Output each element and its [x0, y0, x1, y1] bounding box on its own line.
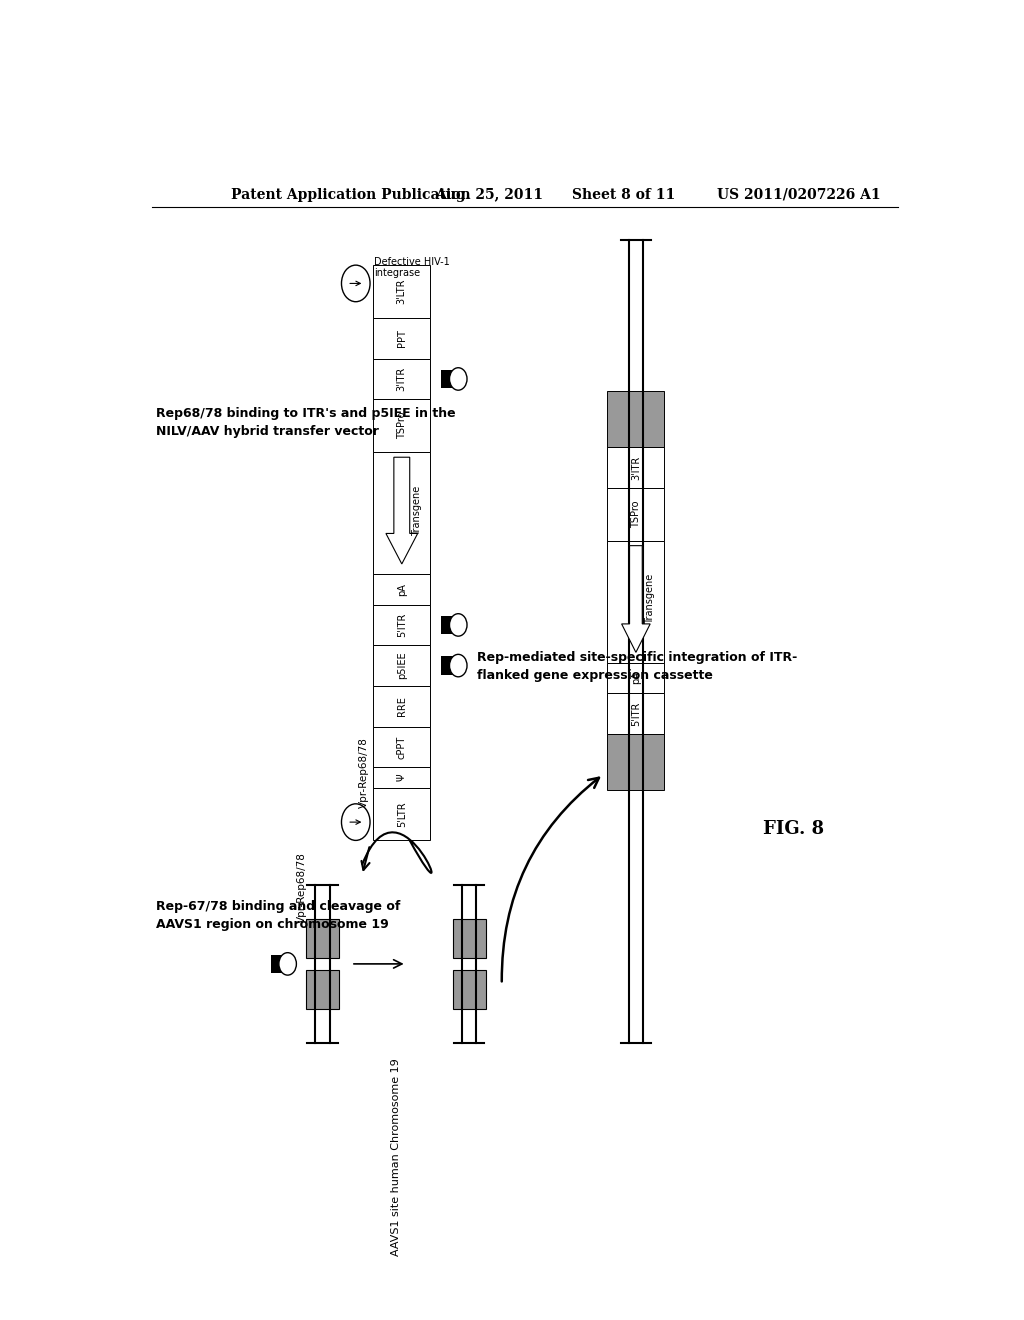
Text: 5'LTR: 5'LTR	[396, 801, 407, 826]
Bar	[373, 767, 430, 788]
Bar	[373, 574, 430, 605]
Text: pA: pA	[631, 672, 641, 684]
Text: Vpr-Rep68/78: Vpr-Rep68/78	[297, 853, 307, 923]
Bar	[373, 686, 430, 726]
Bar	[607, 391, 665, 447]
Bar	[441, 656, 453, 675]
Bar	[373, 399, 430, 453]
Text: TSPro: TSPro	[631, 500, 641, 528]
Text: Aug. 25, 2011: Aug. 25, 2011	[435, 187, 543, 202]
Text: Rep-67/78 binding and cleavage of
AAVS1 region on chromosome 19: Rep-67/78 binding and cleavage of AAVS1 …	[156, 900, 400, 931]
Text: Transgene: Transgene	[645, 574, 654, 624]
Text: AAVS1 site human Chromosome 19: AAVS1 site human Chromosome 19	[391, 1057, 400, 1255]
Bar	[373, 359, 430, 399]
Text: Vpr-Rep68/78: Vpr-Rep68/78	[359, 737, 370, 808]
Circle shape	[279, 953, 296, 975]
Bar	[441, 615, 453, 634]
Text: Ψ: Ψ	[396, 774, 407, 781]
Text: TSPro: TSPro	[396, 412, 407, 440]
Text: Rep68/78 binding to ITR's and p5IEE in the
NILV/AAV hybrid transfer vector: Rep68/78 binding to ITR's and p5IEE in t…	[156, 407, 456, 438]
Bar	[373, 788, 430, 841]
Text: FIG. 8: FIG. 8	[763, 820, 824, 838]
Bar	[373, 645, 430, 686]
Text: pA: pA	[396, 583, 407, 595]
Bar	[453, 919, 486, 958]
Text: 3'ITR: 3'ITR	[631, 455, 641, 479]
Bar	[607, 734, 665, 789]
Text: p5IEE: p5IEE	[396, 652, 407, 680]
Polygon shape	[386, 457, 418, 564]
Text: Sheet 8 of 11: Sheet 8 of 11	[572, 187, 676, 202]
Circle shape	[450, 614, 467, 636]
Text: cPPT: cPPT	[396, 735, 407, 759]
Text: Transgene: Transgene	[396, 488, 407, 539]
Text: Patent Application Publication: Patent Application Publication	[231, 187, 471, 202]
Bar	[270, 954, 282, 973]
Bar	[373, 318, 430, 359]
Text: Defective HIV-1
integrase: Defective HIV-1 integrase	[374, 256, 450, 279]
Bar	[306, 970, 339, 1008]
Circle shape	[450, 655, 467, 677]
Bar	[441, 370, 453, 388]
Text: RRE: RRE	[396, 697, 407, 717]
Text: 5'ITR: 5'ITR	[631, 701, 641, 726]
Text: US 2011/0207226 A1: US 2011/0207226 A1	[717, 187, 881, 202]
Bar	[607, 487, 665, 541]
Bar	[373, 605, 430, 645]
Text: 3'LTR: 3'LTR	[396, 279, 407, 305]
Bar	[607, 663, 665, 693]
Text: Transgene: Transgene	[412, 486, 422, 536]
Text: Rep-mediated site-specific integration of ITR-
flanked gene expression cassette: Rep-mediated site-specific integration o…	[477, 651, 798, 682]
Text: 3'ITR: 3'ITR	[396, 367, 407, 391]
Circle shape	[450, 368, 467, 391]
Text: 5'ITR: 5'ITR	[396, 612, 407, 638]
Polygon shape	[622, 545, 650, 652]
Text: PPT: PPT	[396, 330, 407, 347]
Bar	[373, 726, 430, 767]
Bar	[453, 970, 486, 1008]
Bar	[607, 541, 665, 663]
Bar	[373, 453, 430, 574]
Bar	[306, 919, 339, 958]
Text: Transgene: Transgene	[631, 577, 641, 627]
Bar	[607, 693, 665, 734]
Bar	[607, 447, 665, 487]
Bar	[373, 265, 430, 318]
